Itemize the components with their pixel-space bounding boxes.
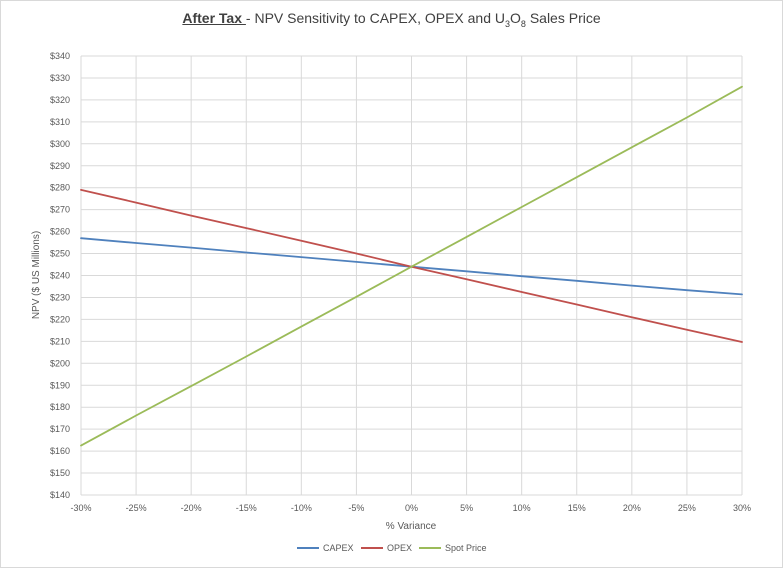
series-lines bbox=[80, 85, 743, 447]
x-tick-label: -20% bbox=[181, 503, 202, 513]
chart-title-sub-3: 3 bbox=[505, 18, 511, 29]
y-tick-label: $180 bbox=[50, 402, 70, 412]
y-tick-label: $310 bbox=[50, 117, 70, 127]
y-tick-label: $240 bbox=[50, 271, 70, 281]
y-tick-label: $280 bbox=[50, 183, 70, 193]
chart-title-end: Sales Price bbox=[525, 10, 601, 26]
y-tick-label: $140 bbox=[50, 490, 70, 500]
x-tick-label: -5% bbox=[348, 503, 364, 513]
legend: CAPEX OPEX Spot Price bbox=[297, 543, 487, 553]
x-tick-label: -30% bbox=[70, 503, 91, 513]
y-tick-label: $230 bbox=[50, 292, 70, 302]
y-axis-label: NPV ($ US Millions) bbox=[31, 231, 42, 319]
legend-label-spot-price: Spot Price bbox=[445, 543, 487, 553]
x-tick-label: 30% bbox=[733, 503, 751, 513]
x-tick-label: 5% bbox=[460, 503, 473, 513]
series-line-spot-price bbox=[80, 85, 743, 447]
y-tick-label: $170 bbox=[50, 424, 70, 434]
y-tick-label: $220 bbox=[50, 314, 70, 324]
legend-label-opex: OPEX bbox=[387, 543, 412, 553]
y-tick-label: $200 bbox=[50, 358, 70, 368]
legend-label-capex: CAPEX bbox=[323, 543, 354, 553]
y-tick-label: $340 bbox=[50, 51, 70, 61]
x-tick-label: -10% bbox=[291, 503, 312, 513]
x-axis-label: % Variance bbox=[386, 521, 437, 532]
x-tick-label: 20% bbox=[623, 503, 641, 513]
chart-title-main: - NPV Sensitivity to CAPEX, OPEX and U bbox=[245, 10, 506, 26]
y-tick-label: $190 bbox=[50, 380, 70, 390]
y-tick-label: $300 bbox=[50, 139, 70, 149]
x-axis-tick-labels: -30% -25% -20% -15% -10% -5% 0% 5% 10% 15% 20% 25% 3… bbox=[70, 503, 751, 513]
y-tick-label: $290 bbox=[50, 161, 70, 171]
chart-title-mid: O bbox=[510, 10, 521, 26]
x-tick-label: 10% bbox=[513, 503, 531, 513]
x-tick-label: -15% bbox=[236, 503, 257, 513]
y-tick-label: $320 bbox=[50, 95, 70, 105]
x-tick-label: 0% bbox=[405, 503, 418, 513]
x-tick-label: 15% bbox=[568, 503, 586, 513]
y-tick-label: $250 bbox=[50, 249, 70, 259]
y-tick-label: $270 bbox=[50, 205, 70, 215]
y-tick-label: $330 bbox=[50, 73, 70, 83]
x-tick-label: -25% bbox=[126, 503, 147, 513]
y-tick-label: $260 bbox=[50, 227, 70, 237]
y-tick-label: $160 bbox=[50, 446, 70, 456]
y-tick-label: $210 bbox=[50, 336, 70, 346]
vertical-gridlines bbox=[80, 56, 743, 495]
x-tick-label: 25% bbox=[678, 503, 696, 513]
chart-title-sub-8: 8 bbox=[520, 18, 526, 29]
chart-title-bold: After Tax bbox=[182, 10, 246, 26]
y-axis-tick-labels: $140 $150 $160 $170 $180 $190 $200 $210 $220 $230… bbox=[50, 51, 70, 500]
y-tick-label: $150 bbox=[50, 468, 70, 478]
chart-title: After Tax - NPV Sensitivity to CAPEX, OP… bbox=[0, 10, 783, 29]
